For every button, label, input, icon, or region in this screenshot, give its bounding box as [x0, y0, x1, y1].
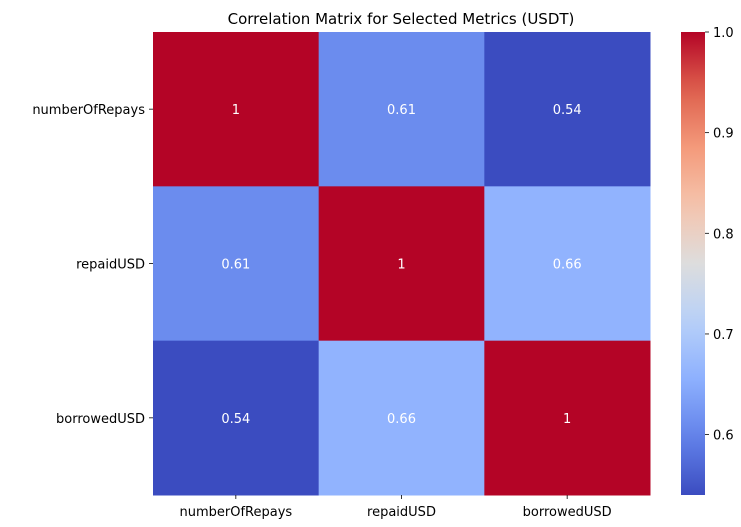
- heatmap-cell-2-1: [318, 340, 485, 496]
- x-tick-label: numberOfRepays: [179, 505, 292, 520]
- heatmap-cell-2-2: [484, 340, 651, 496]
- cell-value-label: 0.66: [387, 412, 416, 427]
- cell-value-label: 0.61: [387, 103, 416, 118]
- y-axis-ticks: numberOfRepays repaidUSD borrowedUSD: [32, 103, 153, 427]
- y-tick-label: repaidUSD: [76, 258, 145, 273]
- colorbar-tick-label: 0.6: [713, 429, 734, 444]
- y-tick-label: borrowedUSD: [56, 412, 145, 427]
- colorbar-tick-label: 1.0: [713, 26, 734, 41]
- cell-value-label: 1: [563, 412, 571, 427]
- heatmap-cell-1-0: [153, 186, 320, 342]
- cell-value-label: 0.54: [553, 103, 582, 118]
- x-axis-ticks: numberOfRepays repaidUSD borrowedUSD: [179, 495, 612, 520]
- heatmap-cell-0-2: [484, 32, 651, 187]
- colorbar-ticks: 0.6 0.7 0.8 0.9 1.0: [705, 26, 734, 444]
- heatmap-cell-0-0: [153, 32, 320, 187]
- x-tick-label: repaidUSD: [367, 505, 436, 520]
- heatmap-cell-labels: 1 0.61 0.54 0.61 1 0.66 0.54 0.66 1: [221, 103, 581, 427]
- cell-value-label: 1: [232, 103, 240, 118]
- cell-value-label: 1: [397, 258, 405, 273]
- cell-value-label: 0.66: [553, 258, 582, 273]
- colorbar-tick-label: 0.7: [713, 328, 734, 343]
- cell-value-label: 0.61: [221, 258, 250, 273]
- colorbar: [681, 32, 705, 495]
- y-tick-label: numberOfRepays: [32, 103, 145, 118]
- heatmap-cell-1-1: [318, 186, 485, 342]
- cell-value-label: 0.54: [221, 412, 250, 427]
- x-tick-label: borrowedUSD: [523, 505, 612, 520]
- chart-title: Correlation Matrix for Selected Metrics …: [228, 10, 575, 28]
- heatmap-cell-0-1: [318, 32, 485, 187]
- colorbar-tick-label: 0.9: [713, 127, 734, 142]
- heatmap-cells: [153, 32, 651, 496]
- heatmap-cell-2-0: [153, 340, 320, 496]
- colorbar-tick-label: 0.8: [713, 227, 734, 242]
- heatmap-cell-1-2: [484, 186, 651, 342]
